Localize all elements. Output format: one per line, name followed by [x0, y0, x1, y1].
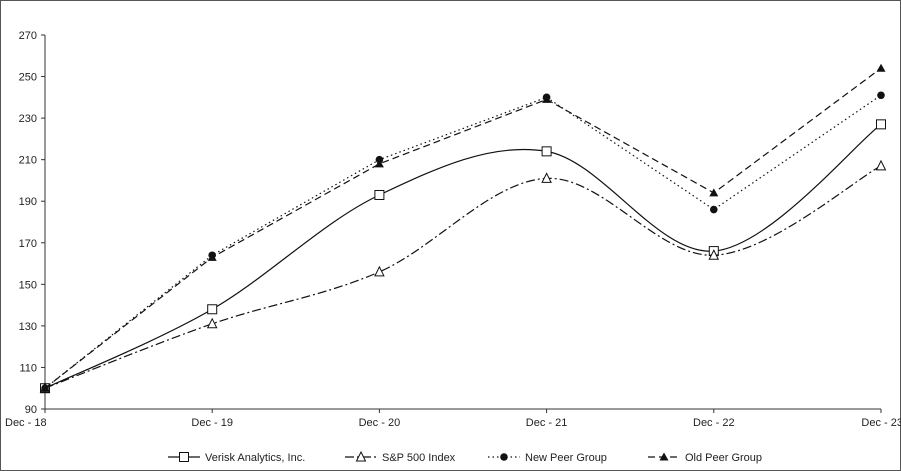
data-point [374, 159, 384, 168]
y-tick-label: 210 [19, 155, 37, 167]
legend-marker [355, 450, 367, 462]
data-point [876, 63, 886, 72]
data-point [541, 172, 552, 183]
x-tick-label: Dec - 22 [693, 417, 735, 429]
legend-marker [500, 453, 508, 461]
data-point [875, 159, 887, 171]
data-point [374, 189, 385, 200]
series-line [44, 123, 882, 389]
legend-marker [179, 452, 189, 462]
y-tick-label: 230 [19, 113, 37, 125]
x-tick-label: Dec - 21 [526, 417, 568, 429]
data-point [207, 304, 218, 315]
legend-label: S&P 500 Index [382, 452, 456, 464]
data-point [877, 91, 885, 100]
y-tick-label: 90 [25, 404, 37, 416]
legend-marker [659, 452, 669, 461]
data-point [207, 252, 217, 261]
y-tick-label: 110 [19, 362, 37, 374]
legend-label: Verisk Analytics, Inc. [205, 452, 305, 464]
y-tick-label: 250 [19, 72, 37, 84]
y-tick-label: 270 [19, 30, 37, 42]
legend-item: S&P 500 Index [345, 450, 456, 464]
x-tick-label: Dec - 23 [861, 417, 901, 429]
data-point [541, 146, 552, 157]
series-line [44, 94, 882, 389]
data-point [876, 119, 886, 130]
legend-label: New Peer Group [525, 452, 607, 464]
data-point [709, 188, 719, 197]
x-tick-label: Dec - 19 [191, 417, 233, 429]
y-tick-label: 150 [19, 279, 37, 291]
x-tick-label: Dec - 18 [5, 417, 47, 429]
legend: Verisk Analytics, Inc. S&P 500 Index New P… [168, 450, 762, 464]
legend-label: Old Peer Group [685, 452, 762, 464]
legend-item: Verisk Analytics, Inc. [168, 452, 305, 464]
data-point [708, 249, 720, 260]
data-point [710, 205, 718, 214]
data-point [374, 265, 385, 277]
data-point [206, 317, 218, 329]
data-point [40, 383, 50, 392]
legend-item: New Peer Group [488, 452, 607, 464]
series-layer [39, 63, 887, 394]
series-line [44, 165, 882, 389]
axes: 90 110 130 150 170 190 210 230 250 270 Dec - 18 Dec… [5, 30, 901, 429]
series-line [44, 67, 882, 389]
series-3 [40, 63, 886, 392]
y-tick-label: 190 [19, 196, 37, 208]
y-tick-label: 170 [19, 238, 37, 250]
y-tick-label: 130 [19, 321, 37, 333]
x-tick-label: Dec - 20 [359, 417, 401, 429]
legend-item: Old Peer Group [648, 452, 762, 464]
data-point [542, 94, 552, 103]
